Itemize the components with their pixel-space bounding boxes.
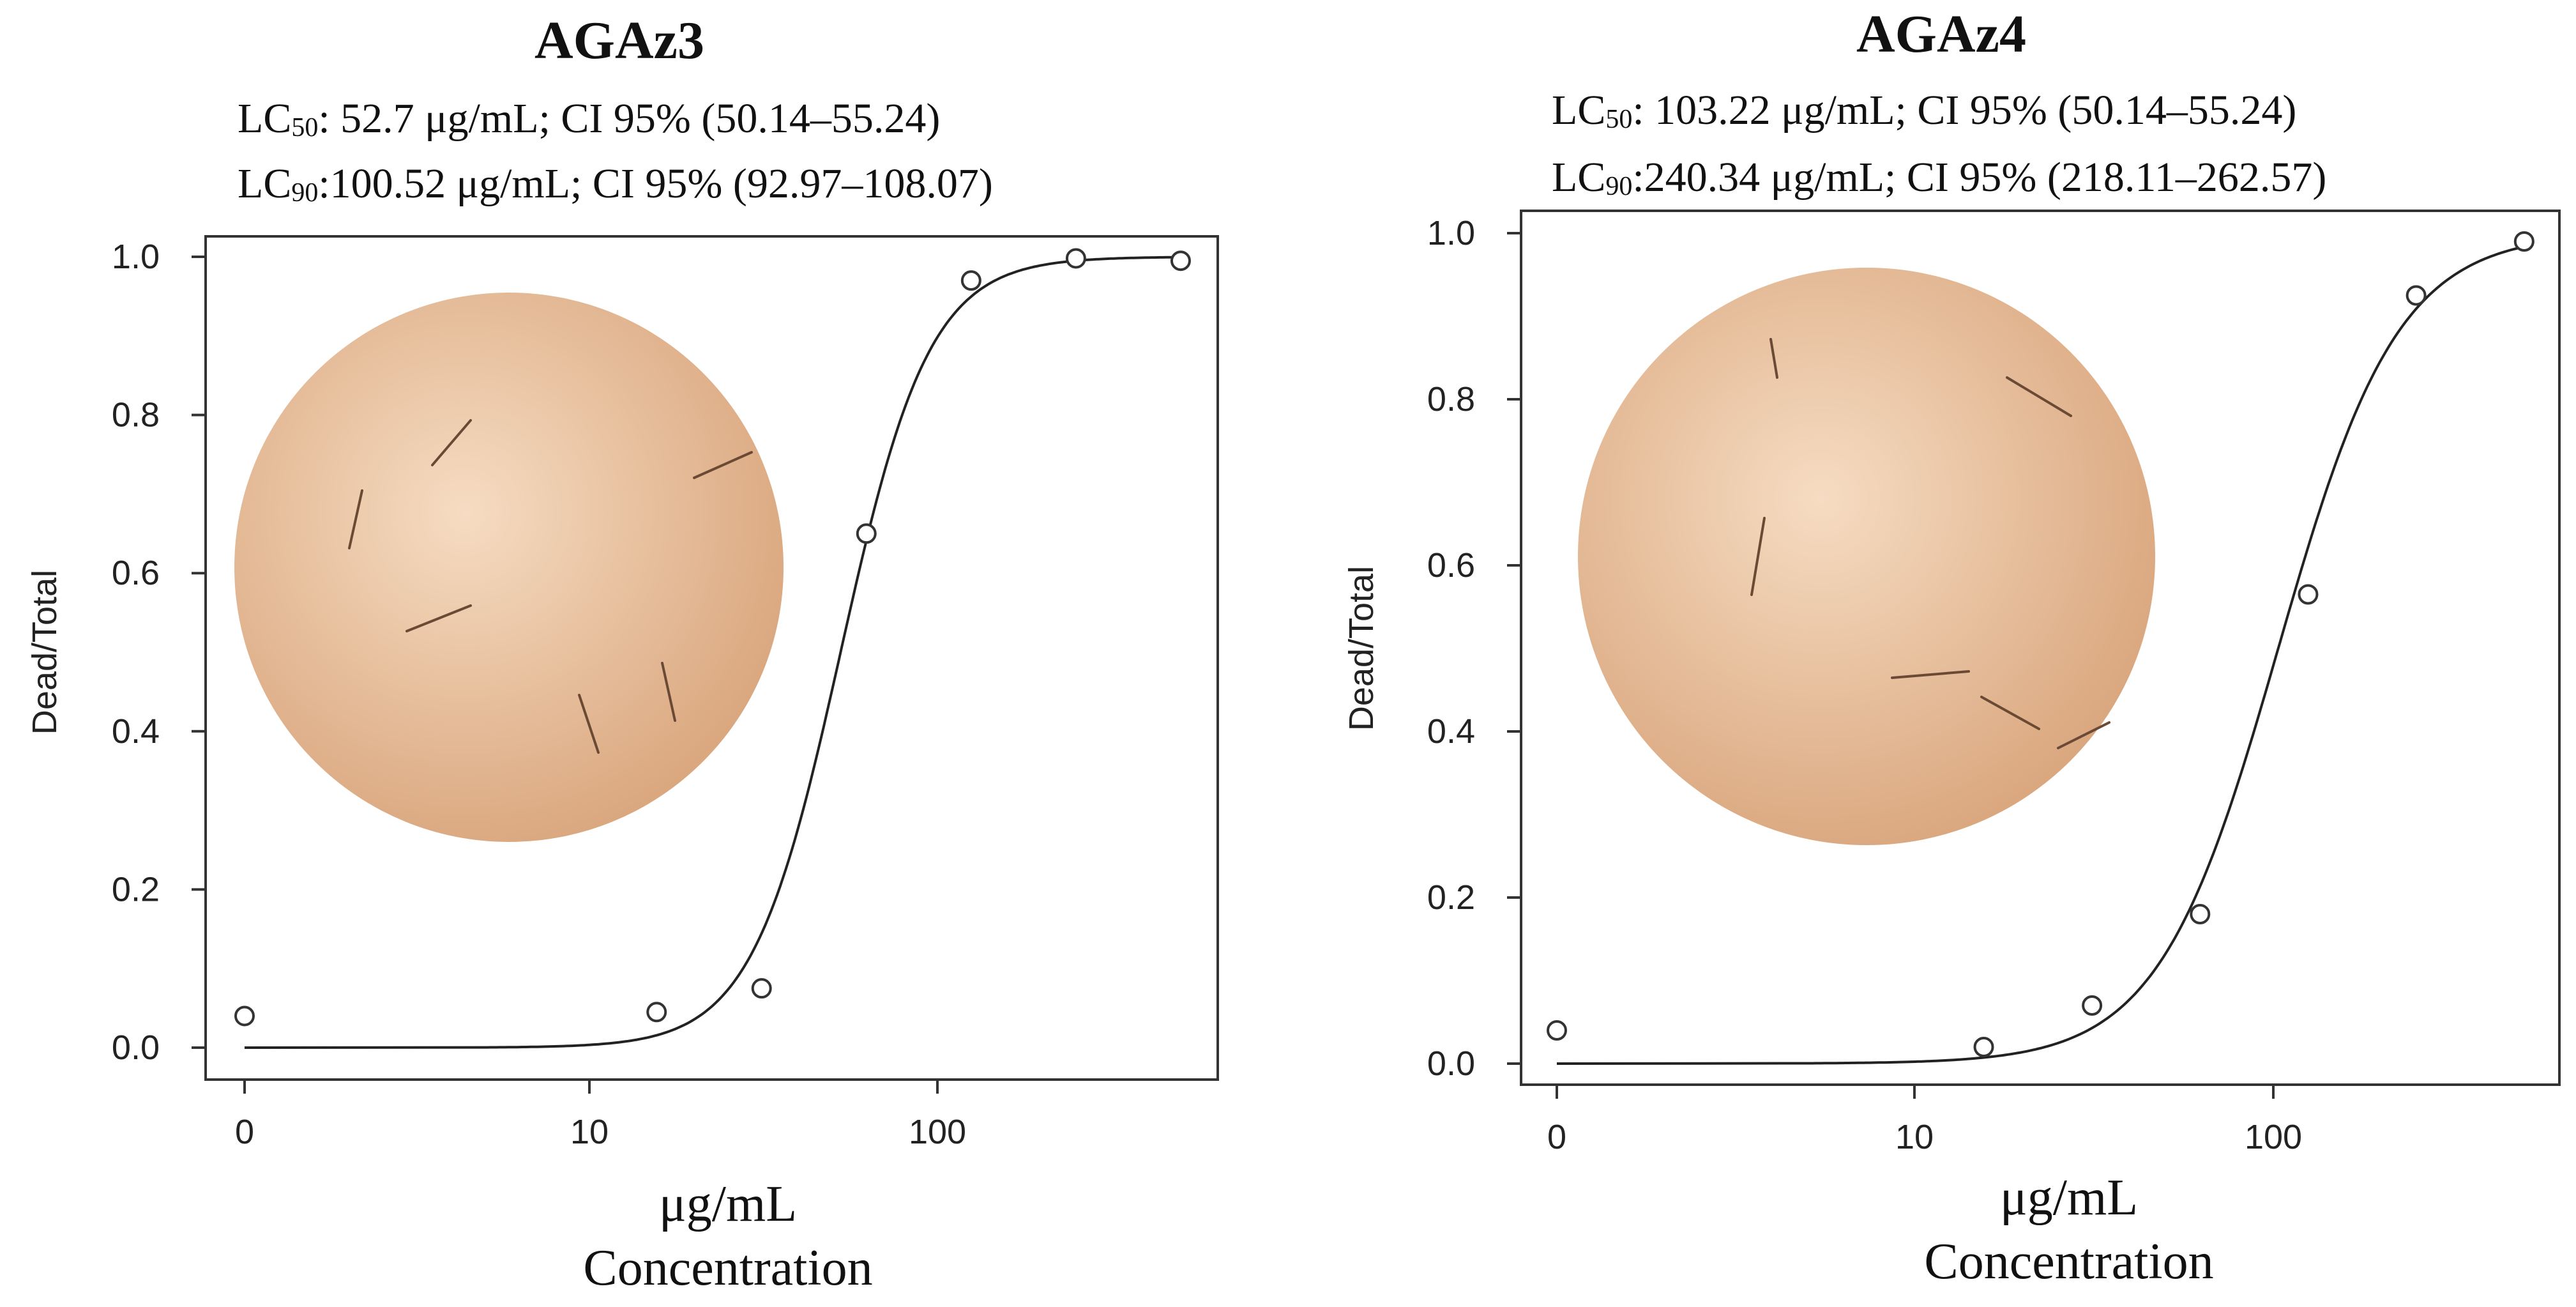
data-point — [2082, 995, 2103, 1016]
larva-mark — [405, 604, 472, 632]
data-point — [2513, 231, 2534, 252]
data-point — [751, 978, 772, 999]
x-tick-label: 100 — [2245, 1118, 2302, 1156]
y-tick-label: 0.6 — [1427, 546, 1475, 585]
fitted-curve — [1556, 244, 2531, 1065]
lc50-text: LC50: 52.7 μg/mL; CI 95% (50.14–55.24) — [238, 95, 941, 142]
larva-mark — [1891, 670, 1970, 679]
y-tick-label: 1.0 — [112, 238, 160, 276]
larvae-photo — [1578, 268, 2155, 845]
larva-mark — [348, 489, 363, 549]
larva-mark — [661, 662, 676, 722]
larva-mark — [2006, 376, 2072, 417]
larva-mark — [578, 694, 600, 754]
larva-mark — [1750, 517, 1766, 596]
y-tick-label: 0.8 — [112, 396, 160, 434]
y-tick-label: 0.0 — [112, 1028, 160, 1067]
larva-mark — [1769, 338, 1778, 379]
y-tick-label: 1.0 — [1427, 214, 1475, 252]
lc90-text: LC90:240.34 μg/mL; CI 95% (218.11–262.57… — [1552, 154, 2327, 201]
data-point — [646, 1002, 667, 1023]
data-point — [960, 270, 981, 291]
data-point — [2190, 904, 2211, 924]
x-axis-label: Concentration — [1924, 1234, 2214, 1290]
x-tick-label: 100 — [909, 1113, 966, 1151]
data-point — [1170, 250, 1191, 271]
plot-frame — [1520, 210, 2561, 1086]
y-tick-label: 0.0 — [1427, 1044, 1475, 1083]
data-point — [1065, 248, 1086, 269]
plot-frame — [204, 235, 1219, 1081]
x-tick-label: 10 — [570, 1113, 609, 1151]
x-axis-unit: μg/mL — [658, 1176, 798, 1232]
larva-mark — [431, 419, 472, 466]
larva-mark — [2057, 721, 2110, 749]
y-tick-label: 0.2 — [112, 870, 160, 908]
lc50-text: LC50: 103.22 μg/mL; CI 95% (50.14–55.24) — [1552, 87, 2297, 134]
x-tick-label: 0 — [1547, 1118, 1566, 1156]
chart-title: AGAz3 — [534, 11, 704, 70]
larva-mark — [693, 451, 753, 479]
data-point — [234, 1005, 255, 1027]
chart-title: AGAz4 — [1856, 4, 2026, 64]
y-axis-label: Dead/Total — [26, 570, 64, 735]
y-axis-label: Dead/Total — [1342, 566, 1381, 731]
y-tick-label: 0.4 — [1427, 712, 1475, 751]
larva-mark — [1980, 696, 2040, 730]
plot-agaz3: 0.0 0.2 0.4 0.6 0.8 1.0 0 10 100 Dead/Total — [26, 235, 1219, 1151]
y-tick-label: 0.4 — [112, 712, 160, 751]
x-tick-label: 0 — [235, 1113, 254, 1151]
data-point — [2406, 285, 2427, 306]
x-tick-label: 10 — [1895, 1118, 1934, 1156]
data-point — [1973, 1037, 1994, 1057]
x-axis-unit: μg/mL — [1999, 1170, 2139, 1226]
data-point — [2298, 584, 2319, 605]
larvae-photo — [234, 293, 784, 842]
data-point — [856, 523, 877, 544]
y-tick-label: 0.6 — [112, 554, 160, 592]
data-point — [1547, 1020, 1567, 1041]
x-axis-label: Concentration — [583, 1240, 873, 1296]
y-tick-label: 0.8 — [1427, 380, 1475, 418]
lc90-text: LC90:100.52 μg/mL; CI 95% (92.97–108.07) — [238, 160, 993, 208]
y-tick-label: 0.2 — [1427, 878, 1475, 917]
